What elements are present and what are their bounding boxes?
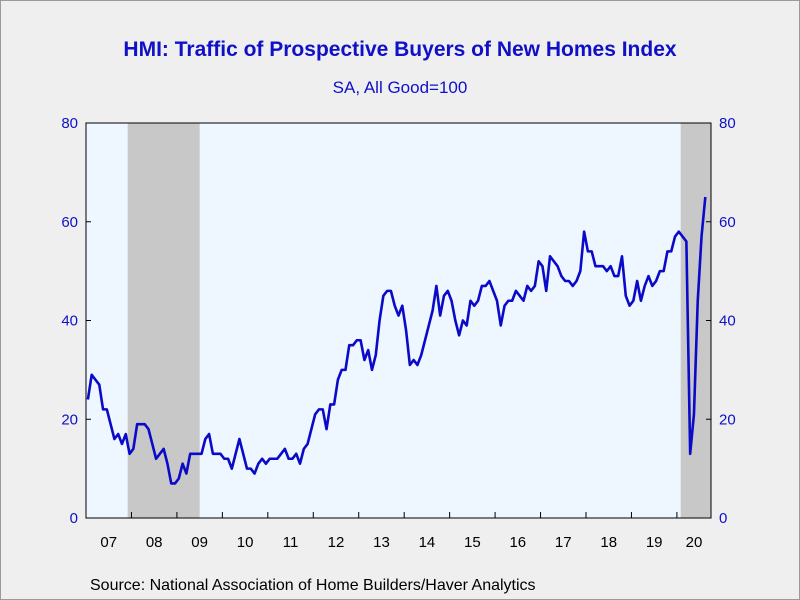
- x-tick-label: 12: [328, 534, 345, 551]
- chart-title: HMI: Traffic of Prospective Buyers of Ne…: [123, 38, 677, 61]
- y-tick-label-right: 60: [719, 214, 736, 231]
- y-tick-label-left: 0: [70, 510, 78, 527]
- x-tick-label: 09: [191, 534, 208, 551]
- x-tick-label: 08: [146, 534, 163, 551]
- x-tick-label: 11: [283, 534, 299, 551]
- x-tick-label: 17: [555, 534, 572, 551]
- x-tick-label: 07: [100, 534, 117, 551]
- x-tick-label: 19: [646, 534, 663, 551]
- y-tick-label-right: 80: [719, 115, 736, 132]
- series-line: [86, 196, 707, 485]
- y-tick-label-left: 40: [61, 313, 78, 330]
- y-tick-label-right: 40: [719, 313, 736, 330]
- chart-source: Source: National Association of Home Bui…: [90, 577, 536, 594]
- x-tick-label: 10: [237, 534, 254, 551]
- y-tick-label-right: 0: [719, 510, 727, 527]
- x-tick-label: 13: [373, 534, 390, 551]
- x-tick-label: 14: [419, 534, 436, 551]
- x-tick-label: 16: [509, 534, 526, 551]
- y-tick-label-left: 80: [61, 115, 78, 132]
- x-tick-label: 15: [464, 534, 481, 551]
- x-tick-label: 18: [600, 534, 617, 551]
- chart-subtitle: SA, All Good=100: [332, 78, 468, 97]
- y-tick-label-right: 20: [719, 411, 736, 428]
- y-tick-label-left: 20: [61, 411, 78, 428]
- x-tick-label: 20: [686, 534, 703, 551]
- y-tick-label-left: 60: [61, 214, 78, 231]
